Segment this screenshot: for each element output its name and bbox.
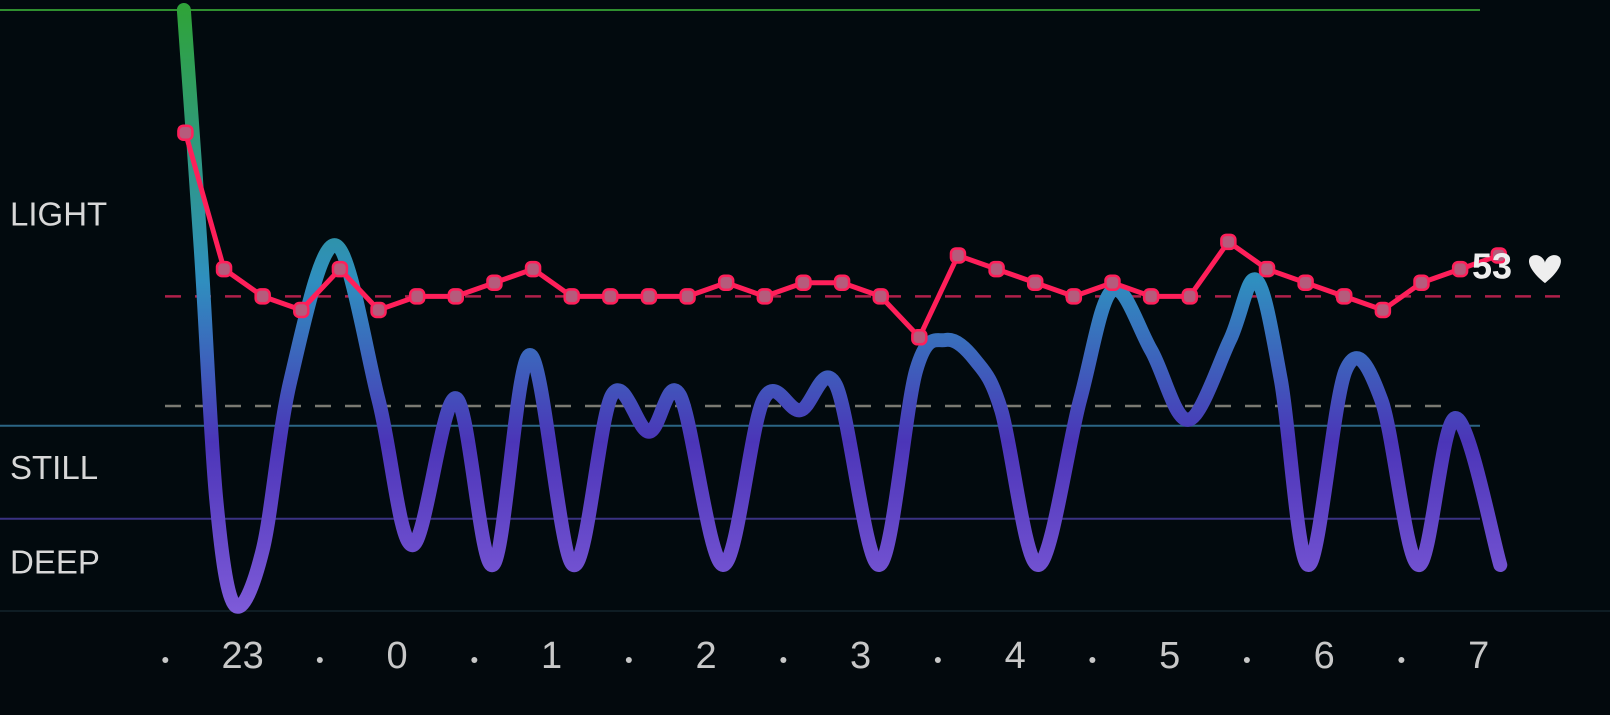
x-tick-label: 2 (696, 635, 717, 677)
heart-rate-point (1142, 288, 1160, 305)
x-tick-label: 1 (541, 635, 562, 677)
half-hour-dot (162, 657, 169, 663)
heart-rate-point (177, 124, 194, 141)
heart-rate-point (1335, 288, 1353, 305)
half-hour-dot (316, 657, 323, 663)
heart-rate-point (1374, 301, 1392, 319)
heart-rate-point (563, 288, 580, 305)
heart-rate-point (524, 260, 542, 278)
x-tick-label: 4 (1005, 635, 1026, 677)
heart-rate-point (1181, 288, 1198, 305)
heart-icon (1529, 255, 1561, 284)
heart-rate-point (293, 301, 310, 319)
heart-rate-point (1065, 288, 1083, 305)
heart-rate-point (447, 288, 465, 305)
heart-rate-point (602, 288, 619, 305)
heart-rate-label: 53 (1472, 246, 1512, 287)
x-tick-label: 23 (221, 635, 263, 677)
heart-rate-point (795, 274, 812, 291)
half-hour-dot (780, 657, 787, 663)
heart-rate-point (717, 274, 735, 291)
heart-rate-point (756, 288, 774, 305)
half-hour-dot (625, 657, 632, 663)
heart-rate-point (640, 288, 658, 305)
half-hour-dot (1243, 657, 1250, 663)
heart-rate-point (1104, 274, 1121, 291)
heart-rate-point (988, 260, 1005, 278)
heart-rate-point (486, 274, 503, 291)
heart-rate-point (408, 288, 426, 305)
heart-rate-point (254, 288, 271, 305)
stage-label: DEEP (10, 544, 100, 581)
heart-rate-point (911, 329, 928, 346)
heart-rate-point (370, 301, 387, 319)
stage-label: STILL (10, 449, 98, 486)
heart-rate-point (1258, 260, 1276, 278)
heart-rate-point (1413, 274, 1430, 291)
stage-label: LIGHT (10, 196, 107, 233)
x-tick-label: 6 (1314, 635, 1335, 677)
half-hour-dot (471, 657, 478, 663)
x-tick-label: 0 (387, 635, 408, 677)
heart-rate-point (1220, 233, 1237, 251)
heart-rate-point (1297, 274, 1314, 291)
half-hour-dot (934, 657, 941, 663)
axis-band (0, 612, 1610, 715)
heart-rate-point (949, 247, 967, 264)
heart-rate-point (833, 274, 851, 291)
x-tick-label: 5 (1159, 635, 1180, 677)
heart-rate-point (1026, 274, 1044, 291)
stage-curve (176, 3, 1508, 614)
heart-rate-point (1490, 247, 1508, 264)
half-hour-dot (1398, 657, 1405, 663)
x-tick-label: 3 (850, 635, 871, 677)
heart-rate-point (679, 288, 696, 305)
heart-rate-point (215, 260, 233, 278)
heart-rate-point (331, 260, 349, 278)
x-tick-label: 7 (1468, 635, 1489, 677)
heart-rate-point (872, 288, 889, 305)
heart-rate-point (1451, 260, 1469, 278)
half-hour-dot (1089, 657, 1096, 663)
